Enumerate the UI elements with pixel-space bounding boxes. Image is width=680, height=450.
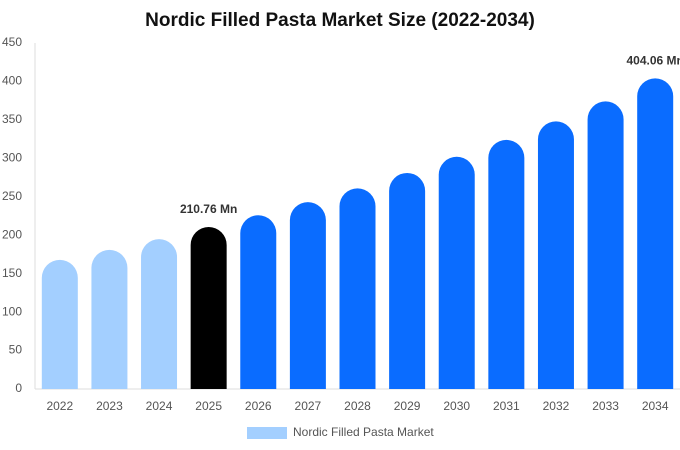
bar [141, 239, 178, 389]
x-tick-label: 2027 [295, 399, 322, 413]
legend-swatch [247, 427, 287, 439]
bar [637, 78, 674, 389]
bar [91, 249, 128, 389]
y-tick-label: 200 [2, 227, 22, 241]
y-tick-label: 400 [2, 74, 22, 88]
x-tick-label: 2022 [46, 399, 73, 413]
x-tick-label: 2034 [642, 399, 669, 413]
bar [537, 121, 574, 389]
y-tick-label: 150 [2, 266, 22, 280]
x-tick-label: 2028 [344, 399, 371, 413]
x-tick-label: 2031 [493, 399, 520, 413]
y-tick-label: 0 [15, 381, 22, 395]
y-tick-label: 250 [2, 189, 22, 203]
chart-title: Nordic Filled Pasta Market Size (2022-20… [145, 10, 535, 31]
y-tick-label: 50 [9, 343, 23, 357]
bar [289, 202, 326, 389]
x-tick-label: 2026 [245, 399, 272, 413]
x-tick-label: 2024 [146, 399, 173, 413]
value-label: 404.06 Mn [627, 53, 680, 67]
x-tick-label: 2032 [543, 399, 570, 413]
x-tick-label: 2029 [394, 399, 421, 413]
bar [339, 188, 376, 389]
value-label: 210.76 Mn [180, 202, 237, 216]
bar [41, 259, 78, 389]
y-tick-label: 100 [2, 304, 22, 318]
bar [190, 226, 227, 389]
x-tick-label: 2025 [195, 399, 222, 413]
bar [488, 139, 525, 389]
y-tick-label: 350 [2, 112, 22, 126]
bar [438, 156, 475, 389]
x-tick-label: 2023 [96, 399, 123, 413]
y-tick-label: 300 [2, 151, 22, 165]
x-tick-label: 2033 [592, 399, 619, 413]
x-tick-label: 2030 [443, 399, 470, 413]
y-tick-label: 450 [2, 35, 22, 49]
legend-label: Nordic Filled Pasta Market [293, 425, 434, 439]
bar [587, 101, 624, 390]
bar [240, 215, 277, 389]
bar [389, 172, 426, 389]
